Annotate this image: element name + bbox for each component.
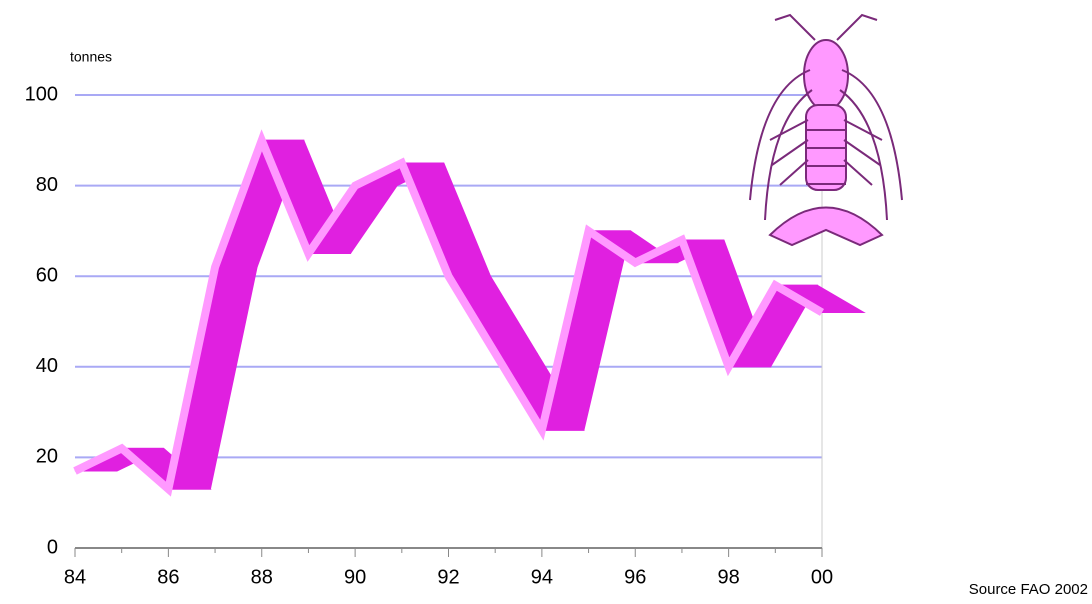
y-tick-label: 100	[25, 83, 58, 105]
x-tick-label: 84	[64, 566, 86, 588]
lobster-illustration	[749, 13, 903, 247]
x-tick-label: 86	[157, 566, 179, 588]
ribbon-face	[541, 230, 632, 431]
x-tick-label: 90	[344, 566, 366, 588]
plot: 0 20 40 60 80 100 84 86 88 90 92 94 96 98 00	[25, 83, 866, 588]
x-tick-label: 00	[811, 566, 833, 588]
ribbon-face	[401, 162, 492, 277]
source-note: Source FAO 2002	[969, 581, 1088, 598]
data-line	[73, 129, 825, 497]
x-tick-label: 92	[437, 566, 459, 588]
y-tick-label: 0	[47, 536, 58, 558]
x-tick-label: 88	[251, 566, 273, 588]
y-tick-label: 80	[36, 174, 58, 196]
x-tick-label: 96	[624, 566, 646, 588]
y-tick-label: 20	[36, 446, 58, 468]
x-tick-label: 94	[531, 566, 553, 588]
y-tick-label: 40	[36, 355, 58, 377]
y-axis-label: tonnes	[70, 49, 112, 65]
ribbon-face	[167, 266, 258, 490]
x-tick-label: 98	[718, 566, 740, 588]
y-tick-label: 60	[36, 264, 58, 286]
